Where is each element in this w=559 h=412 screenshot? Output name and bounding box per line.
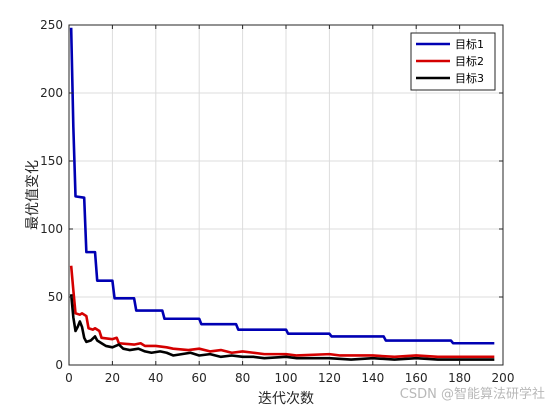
x-axis-label: 迭代次数: [258, 391, 314, 407]
legend-box: [410, 32, 496, 91]
y-axis-label: 最优值变化: [25, 160, 41, 230]
x-tick-label: 200: [492, 371, 515, 385]
x-tick-label: 80: [235, 371, 250, 385]
x-tick-label: 120: [318, 371, 341, 385]
x-tick-label: 180: [448, 371, 471, 385]
x-tick-label: 140: [361, 371, 384, 385]
x-tick-label: 100: [275, 371, 298, 385]
x-tick-label: 60: [192, 371, 207, 385]
x-tick-label: 20: [105, 371, 120, 385]
legend-label-2: 目标2: [455, 54, 484, 68]
x-tick-label: 40: [148, 371, 163, 385]
series-line-3: [69, 294, 495, 361]
y-tick-label: 250: [40, 18, 63, 32]
series-lines: [69, 27, 495, 361]
watermark: CSDN @智能算法研学社: [399, 387, 545, 402]
y-tick-label: 50: [48, 290, 63, 304]
y-tick-label: 0: [55, 358, 63, 372]
legend: 目标1 目标2 目标3: [410, 32, 496, 91]
series-line-2: [69, 265, 495, 359]
legend-label-3: 目标3: [455, 71, 484, 85]
y-tick-label: 150: [40, 154, 63, 168]
y-tick-label: 200: [40, 86, 63, 100]
series-line-1: [69, 27, 495, 345]
tick-labels: 0 20 40 60 80 100 120 140 160 180 200 0 50 100 150 200 2…: [40, 18, 514, 385]
y-tick-label: 100: [40, 222, 63, 236]
x-tick-label: 160: [405, 371, 428, 385]
legend-label-1: 目标1: [455, 37, 484, 51]
x-tick-label: 0: [65, 371, 73, 385]
